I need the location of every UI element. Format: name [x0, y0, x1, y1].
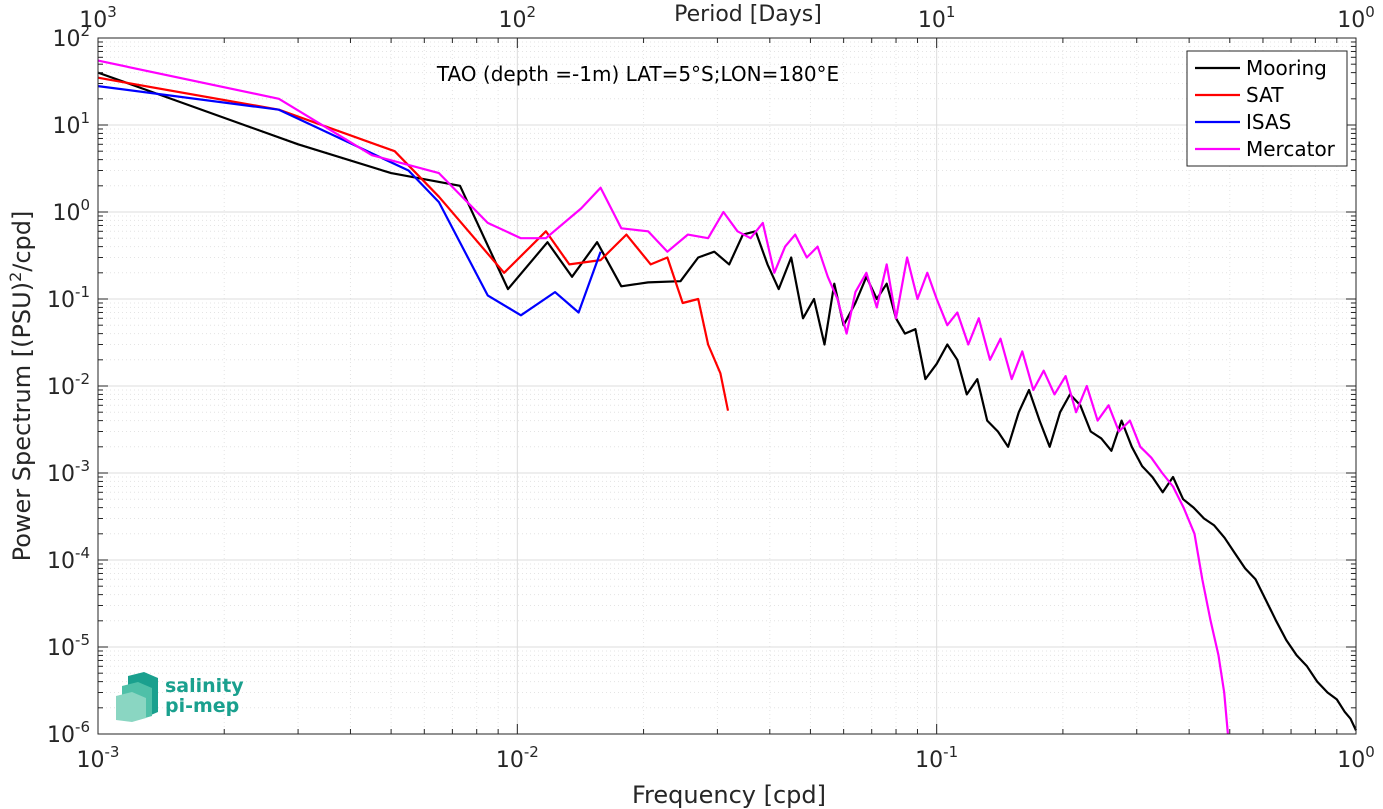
- y-tick-labels: 102 101 100 10-1 10-2 10-3 10-4 10-5 10-6: [47, 22, 90, 748]
- y-tick-label: 10-3: [47, 457, 90, 487]
- chart-title: TAO (depth =-1m) LAT=5°S;LON=180°E: [436, 62, 839, 86]
- y-tick-label: 102: [52, 22, 90, 52]
- top-tick-label: 103: [79, 3, 117, 33]
- series-line-mercator: [97, 59, 1229, 735]
- series-layer: [97, 59, 1357, 735]
- y-tick-label: 10-6: [47, 718, 90, 748]
- series-line-mooring: [97, 71, 1357, 731]
- legend-label-sat: SAT: [1246, 83, 1284, 107]
- x-tick-label: 10-1: [915, 743, 958, 773]
- y-tick-label: 10-1: [47, 283, 90, 313]
- x-tick-labels: 10-3 10-2 10-1 100: [77, 743, 1375, 773]
- top-tick-label: 100: [1337, 3, 1375, 33]
- x-tick-label: 100: [1337, 743, 1375, 773]
- y-tick-label: 100: [52, 196, 90, 226]
- legend-items: Mooring SAT ISAS Mercator: [1195, 56, 1336, 161]
- top-axis-label: Period [Days]: [674, 2, 822, 27]
- series-line-isas: [97, 85, 602, 317]
- tick-marks: [97, 37, 1357, 735]
- logo-text-pimep: pi-mep: [165, 695, 239, 717]
- y-tick-label: 10-4: [47, 544, 90, 574]
- salinity-pi-mep-logo: salinity pi-mep: [116, 672, 244, 722]
- logo-mark-front: [116, 692, 146, 722]
- legend-label-isas: ISAS: [1246, 110, 1291, 134]
- x-tick-label: 10-2: [496, 743, 539, 773]
- y-axis-label-unit: /cpd]: [8, 211, 36, 272]
- legend-label-mercator: Mercator: [1246, 137, 1336, 161]
- logo-text-salinity: salinity: [165, 675, 244, 697]
- legend-label-mooring: Mooring: [1246, 56, 1327, 80]
- top-tick-labels: 103 102 101 100: [79, 3, 1375, 33]
- series-line-sat: [97, 76, 730, 411]
- x-tick-label: 10-3: [77, 743, 120, 773]
- legend: Mooring SAT ISAS Mercator: [1186, 50, 1348, 167]
- y-axis-label-main: Power Spectrum [(PSU): [8, 282, 36, 561]
- x-axis-label: Frequency [cpd]: [632, 781, 826, 809]
- y-tick-label: 101: [52, 109, 90, 139]
- legend-box: [1186, 50, 1348, 167]
- y-axis-label-sup: 2: [6, 272, 25, 282]
- top-tick-label: 102: [499, 3, 537, 33]
- y-tick-label: 10-2: [47, 370, 90, 400]
- y-tick-label: 10-5: [47, 631, 90, 661]
- top-tick-label: 101: [918, 3, 956, 33]
- y-axis-label: Power Spectrum [(PSU)2/cpd]: [6, 211, 36, 562]
